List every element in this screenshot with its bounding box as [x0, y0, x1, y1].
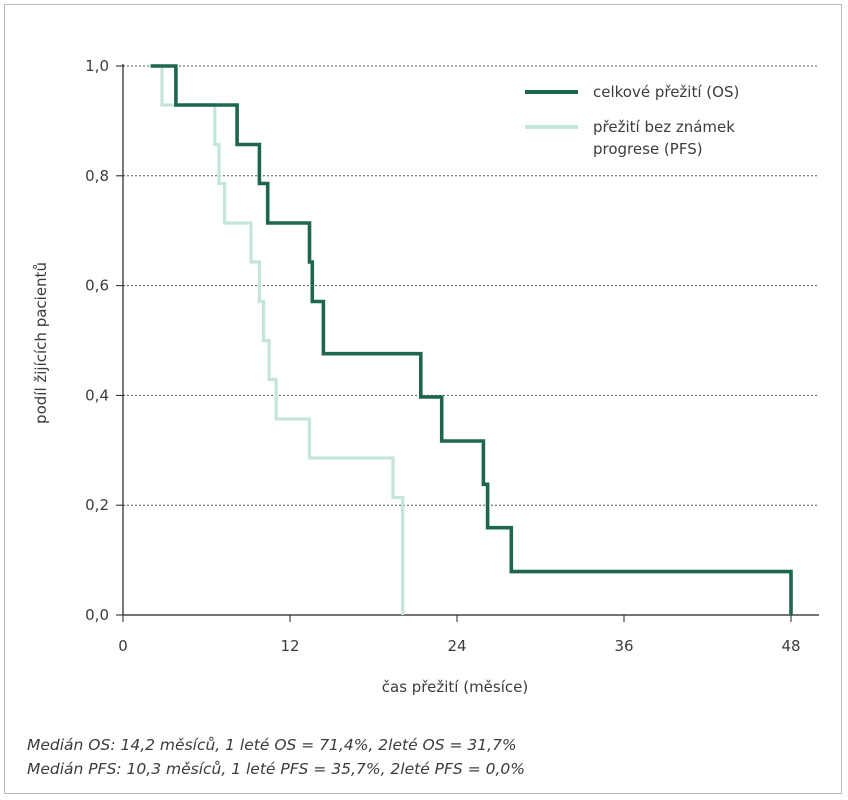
survival-chart: 0,0 0,2 0,4 0,6 0,8 1,0 0 12 24 36 48 podíl žijíc… — [32, 57, 819, 696]
note-pfs: Medián PFS: 10,3 měsíců, 1 leté PFS = 35… — [27, 760, 525, 778]
x-tick-label-2: 24 — [447, 637, 466, 655]
series-line-os — [150, 64, 793, 615]
x-tick-label-1: 12 — [280, 637, 299, 655]
y-axis-ticks: 0,0 0,2 0,4 0,6 0,8 1,0 — [85, 57, 123, 624]
legend-label-os: celkové přežití (OS) — [593, 83, 739, 101]
series-line-pfs — [148, 64, 405, 615]
median-notes: Medián OS: 14,2 měsíců, 1 leté OS = 71,4… — [27, 733, 827, 781]
y-tick-label-4: 0,8 — [85, 167, 109, 185]
legend-label-pfs-line1: přežití bez známek — [593, 118, 735, 136]
x-axis-label: čas přežití (měsíce) — [382, 678, 528, 696]
x-tick-label-0: 0 — [118, 637, 128, 655]
note-os: Medián OS: 14,2 měsíců, 1 leté OS = 71,4… — [27, 736, 517, 754]
series-lines — [148, 64, 793, 615]
legend: celkové přežití (OS) přežití bez známek … — [525, 83, 740, 158]
x-tick-label-3: 36 — [614, 637, 633, 655]
y-axis-label: podíl žijících pacientů — [32, 262, 50, 424]
x-axis-ticks: 0 12 24 36 48 — [118, 615, 801, 655]
legend-label-pfs: přežití bez známek progrese (PFS) — [593, 118, 740, 158]
y-tick-label-3: 0,6 — [85, 277, 109, 295]
y-tick-label-2: 0,4 — [85, 386, 109, 404]
axes — [122, 64, 819, 616]
gridlines — [123, 65, 819, 506]
figure-frame: 0,0 0,2 0,4 0,6 0,8 1,0 0 12 24 36 48 podíl žijíc… — [4, 4, 842, 794]
y-tick-label-1: 0,2 — [85, 496, 109, 514]
y-tick-label-5: 1,0 — [85, 57, 109, 75]
x-tick-label-4: 48 — [781, 637, 800, 655]
y-tick-label-0: 0,0 — [85, 606, 109, 624]
legend-label-pfs-line2: progrese (PFS) — [593, 140, 703, 158]
